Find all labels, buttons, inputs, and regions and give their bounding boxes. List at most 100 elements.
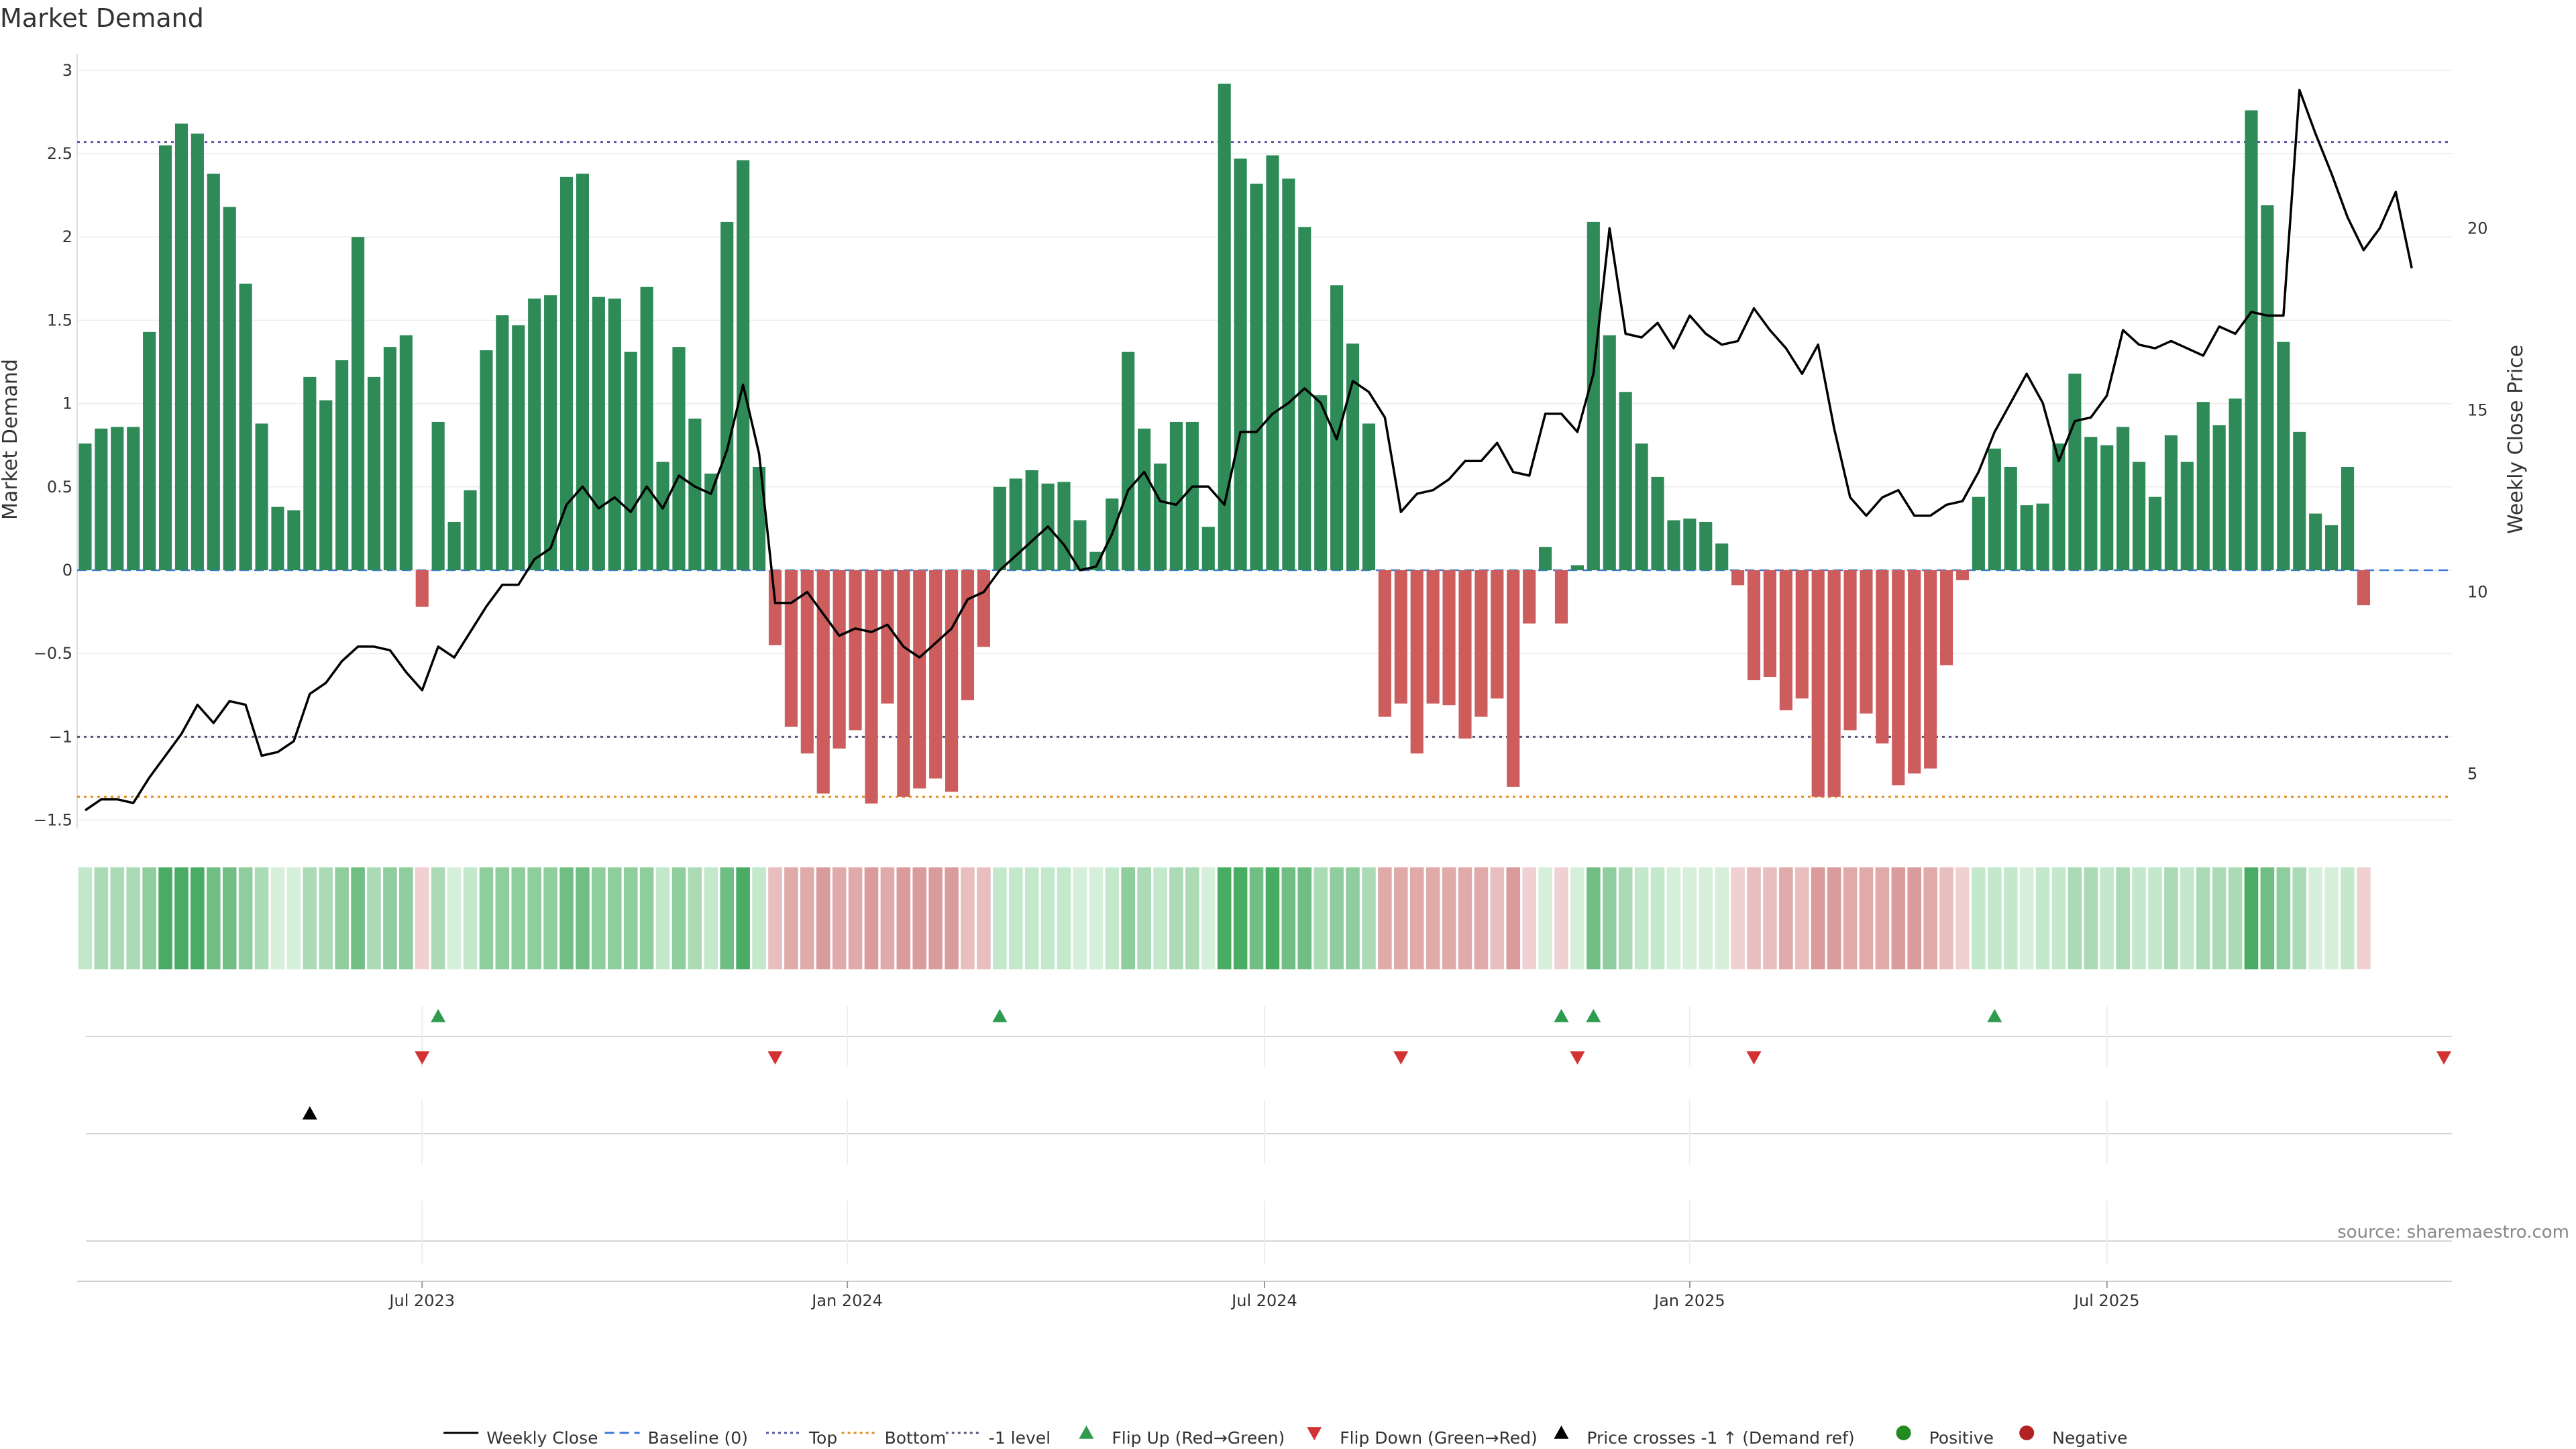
positive-bar bbox=[174, 123, 189, 571]
heat-cell bbox=[800, 867, 814, 969]
legend-label: -1 level bbox=[989, 1428, 1051, 1448]
heat-cell bbox=[1265, 867, 1280, 969]
heat-cell bbox=[1201, 867, 1216, 969]
positive-bar bbox=[223, 207, 236, 571]
y-tick-label: 1.5 bbox=[47, 311, 72, 329]
negative-bar bbox=[1731, 570, 1745, 586]
positive-bar bbox=[624, 352, 637, 570]
legend-label: Negative bbox=[2052, 1428, 2127, 1448]
positive-bar bbox=[1122, 352, 1135, 570]
heat-cell bbox=[559, 867, 574, 969]
positive-bar bbox=[2341, 467, 2355, 570]
negative-bar bbox=[1747, 570, 1761, 680]
heat-cell bbox=[993, 867, 1007, 969]
heat-cell bbox=[1121, 867, 1135, 969]
positive-bar bbox=[1057, 482, 1071, 570]
negative-bar bbox=[929, 570, 943, 779]
heat-cell bbox=[1073, 867, 1087, 969]
positive-bar bbox=[335, 360, 349, 570]
negative-bar bbox=[1892, 570, 1905, 786]
negative-bar bbox=[1779, 570, 1792, 710]
legend-label: Bottom bbox=[885, 1428, 947, 1448]
heat-cell bbox=[1442, 867, 1456, 969]
positive-bar bbox=[319, 400, 333, 570]
heat-cell bbox=[1747, 867, 1761, 969]
legend-item: Baseline (0) bbox=[604, 1428, 748, 1448]
positive-bar bbox=[1539, 547, 1552, 570]
positive-bar bbox=[95, 428, 108, 570]
heat-cell bbox=[479, 867, 494, 969]
heat-cell bbox=[2164, 867, 2178, 969]
positive-bar bbox=[576, 173, 590, 570]
heat-cell bbox=[945, 867, 959, 969]
heat-cell bbox=[1057, 867, 1071, 969]
y-tick-label: 1 bbox=[62, 394, 72, 413]
heat-cell bbox=[1682, 867, 1697, 969]
heat-cell bbox=[2180, 867, 2194, 969]
legend-label: Flip Down (Green→Red) bbox=[1340, 1428, 1538, 1448]
heat-cell bbox=[1972, 867, 1986, 969]
positive-bar bbox=[1073, 520, 1087, 570]
heat-cell bbox=[2196, 867, 2210, 969]
heat-cell bbox=[2308, 867, 2322, 969]
heat-cell bbox=[2148, 867, 2162, 969]
legend-label: Positive bbox=[1929, 1428, 1994, 1448]
negative-bar bbox=[1811, 570, 1825, 797]
negative-bar bbox=[961, 570, 975, 700]
heat-cell bbox=[1907, 867, 1922, 969]
flip-up-marker bbox=[992, 1009, 1008, 1022]
x-axis-ticks: Jul 2023 Jan 2024 Jul 2024 Jan 2025 Jul 2025 bbox=[388, 1281, 2140, 1310]
heat-cell bbox=[1105, 867, 1120, 969]
heat-cell bbox=[1185, 867, 1199, 969]
positive-bar bbox=[2212, 425, 2226, 570]
positive-bar bbox=[367, 376, 381, 570]
heat-cell bbox=[399, 867, 413, 969]
heat-cell bbox=[1891, 867, 1906, 969]
positive-bar bbox=[704, 473, 718, 570]
positive-bar bbox=[1089, 551, 1103, 570]
heat-cell bbox=[1522, 867, 1536, 969]
positive-bar bbox=[640, 286, 653, 570]
positive-bar bbox=[127, 427, 140, 570]
positive-bar bbox=[1651, 476, 1664, 570]
negative-bar bbox=[1763, 570, 1777, 677]
positive-bar bbox=[2036, 503, 2049, 570]
flip-down-marker bbox=[767, 1051, 783, 1065]
heat-cell bbox=[655, 867, 670, 969]
heat-cell bbox=[78, 867, 93, 969]
heat-cell bbox=[1040, 867, 1055, 969]
heat-cell bbox=[2357, 867, 2371, 969]
heat-cell bbox=[191, 867, 205, 969]
positive-bar bbox=[993, 486, 1006, 570]
heat-cell bbox=[270, 867, 285, 969]
heat-cell bbox=[977, 867, 991, 969]
positive-bar bbox=[2180, 462, 2194, 570]
heat-cell bbox=[158, 867, 172, 969]
y-tick-label: 0.5 bbox=[47, 478, 72, 496]
positive-bar bbox=[2325, 525, 2339, 570]
negative-bar bbox=[1426, 570, 1440, 704]
heat-cell bbox=[1394, 867, 1408, 969]
positive-bar bbox=[1330, 285, 1344, 570]
y-tick-label: −0.5 bbox=[34, 644, 72, 663]
heat-cell bbox=[880, 867, 895, 969]
heat-cell bbox=[2003, 867, 2018, 969]
flip-down-marker bbox=[415, 1051, 430, 1065]
negative-bar bbox=[816, 570, 830, 794]
positive-bar bbox=[1138, 428, 1151, 570]
heat-cell bbox=[1169, 867, 1183, 969]
heat-cell bbox=[142, 867, 156, 969]
positive-bar bbox=[1346, 343, 1360, 570]
heat-cell bbox=[1827, 867, 1841, 969]
heat-cell bbox=[1346, 867, 1360, 969]
negative-bar bbox=[1410, 570, 1424, 754]
legend-item: -1 level bbox=[945, 1428, 1051, 1448]
heat-cell bbox=[1570, 867, 1585, 969]
negative-bar bbox=[1378, 570, 1391, 717]
heat-cell bbox=[351, 867, 365, 969]
positive-bar bbox=[2084, 437, 2098, 570]
heat-cell bbox=[1988, 867, 2002, 969]
negative-bar bbox=[833, 570, 846, 749]
positive-bar bbox=[752, 467, 766, 570]
legend-item: Flip Up (Red→Green) bbox=[1079, 1426, 1285, 1448]
